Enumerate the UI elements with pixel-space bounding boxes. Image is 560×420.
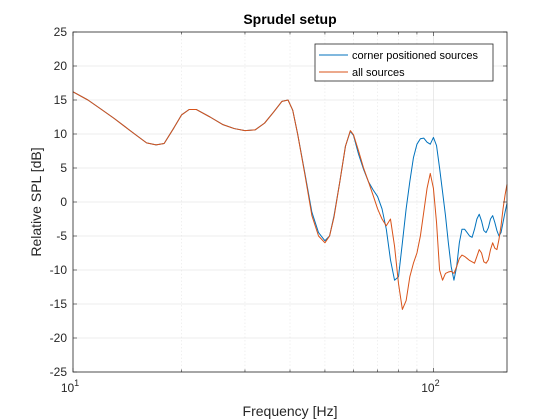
y-tick-label: 15	[54, 93, 68, 107]
x-tick-labels: 101 102	[61, 378, 440, 395]
x-axis-label: Frequency [Hz]	[243, 403, 338, 419]
y-tick-labels: 25 20 15 10 5 0 -5 -10 -15 -20 -25	[50, 25, 68, 379]
y-tick-label: -5	[56, 229, 67, 243]
y-tick-label: 10	[54, 127, 68, 141]
x-tick-label: 101	[61, 378, 79, 395]
legend-box	[314, 43, 494, 82]
legend-label-corner-positioned-sources: corner positioned sources	[352, 50, 478, 62]
x-tick-label-base: 10	[61, 381, 75, 395]
chart-title: Sprudel setup	[243, 11, 336, 27]
series-lines	[72, 91, 508, 310]
legend: corner positioned sources all sources	[314, 43, 494, 82]
y-tick-label: 25	[54, 25, 68, 39]
legend-label-all-sources: all sources	[352, 67, 405, 79]
y-tick-label: 20	[54, 59, 68, 73]
y-tick-label: -20	[50, 331, 68, 345]
x-tick-label-exponent: 1	[74, 378, 79, 388]
axis-ticks	[72, 31, 507, 373]
x-tick-label-exponent: 2	[435, 378, 440, 388]
y-tick-label: -25	[50, 365, 68, 379]
y-tick-label: -10	[50, 263, 68, 277]
y-axis-label: Relative SPL [dB]	[28, 147, 44, 256]
series-line-all-sources	[72, 91, 508, 310]
y-tick-label: -15	[50, 297, 68, 311]
y-tick-label: 0	[60, 195, 67, 209]
x-tick-label-base: 10	[421, 381, 435, 395]
x-tick-label: 102	[421, 378, 439, 395]
y-tick-label: 5	[60, 161, 67, 175]
